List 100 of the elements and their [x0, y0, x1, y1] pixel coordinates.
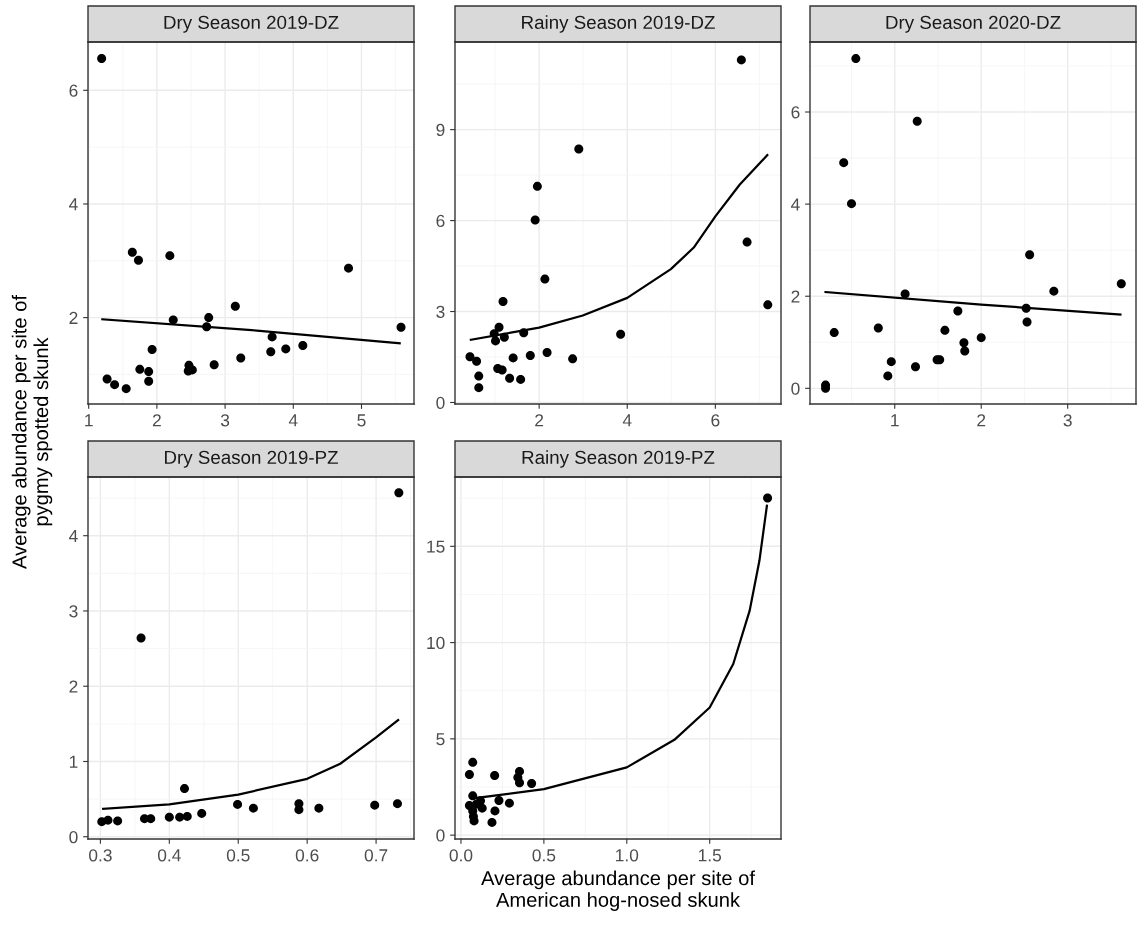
point — [204, 313, 214, 323]
point — [394, 488, 404, 498]
point — [165, 251, 175, 261]
point — [976, 333, 986, 343]
point — [498, 297, 508, 307]
y-tick-label: 6 — [436, 214, 445, 228]
point — [851, 54, 861, 64]
point — [396, 322, 406, 332]
x-tick-label: 1 — [891, 414, 899, 427]
x-tick-label: 6 — [711, 414, 720, 427]
point — [147, 344, 157, 354]
x-tick-label: 4 — [622, 414, 632, 427]
x-tick-label: 3 — [1063, 414, 1072, 427]
point — [103, 815, 113, 825]
point — [763, 493, 773, 503]
point — [1021, 303, 1031, 313]
chart-title: Dry Season 2020-DZ — [886, 15, 1061, 33]
chart-title: Dry Season 2019-PZ — [165, 450, 338, 468]
point — [490, 806, 500, 816]
point — [515, 778, 524, 788]
point — [474, 383, 484, 393]
point — [542, 347, 552, 357]
point — [525, 350, 535, 360]
y-tick-label: 5 — [436, 733, 445, 746]
point — [960, 346, 970, 356]
y-tick-label: 0 — [69, 830, 78, 844]
point — [527, 779, 537, 789]
point — [912, 116, 922, 126]
point — [370, 800, 380, 810]
x-tick-label: 1.5 — [698, 849, 722, 862]
x-tick-label: 0.7 — [364, 849, 388, 862]
point — [133, 255, 143, 265]
chart-title: Dry Season 2019-DZ — [164, 15, 339, 33]
point — [392, 799, 402, 809]
point — [487, 817, 497, 827]
x-tick-label: 2 — [152, 414, 161, 427]
x-tick-label: 3 — [220, 414, 230, 427]
y-tick-label: 9 — [436, 123, 445, 137]
y-tick-label: 2 — [791, 290, 800, 303]
point — [168, 315, 178, 325]
point — [508, 353, 518, 363]
point — [179, 784, 189, 794]
chart-title: Rainy Season 2019-DZ — [522, 15, 715, 33]
point — [900, 289, 910, 299]
point — [540, 274, 550, 284]
x-tick-label: 2 — [977, 414, 986, 427]
point — [146, 814, 156, 824]
point — [477, 803, 487, 813]
point — [113, 816, 123, 826]
point — [911, 362, 920, 372]
point — [182, 811, 192, 821]
point — [490, 770, 500, 780]
point — [164, 812, 174, 822]
point — [209, 360, 219, 370]
point — [197, 808, 207, 818]
point — [530, 215, 540, 225]
line-series — [102, 718, 400, 811]
point — [298, 340, 308, 350]
point — [1049, 286, 1059, 296]
point — [464, 769, 474, 779]
point — [953, 306, 963, 316]
y-tick-label: 2 — [69, 311, 78, 324]
point — [136, 633, 146, 643]
point — [468, 757, 478, 767]
point — [959, 338, 969, 348]
x-tick-label: 4 — [288, 414, 298, 427]
x-tick-label: 5 — [357, 414, 366, 427]
point — [886, 357, 896, 367]
point — [97, 53, 107, 63]
point — [474, 371, 484, 381]
point — [516, 374, 526, 384]
point — [472, 356, 482, 366]
y-tick-label: 0 — [791, 382, 800, 395]
x-tick-label: 1 — [85, 414, 93, 427]
line-series — [469, 153, 769, 341]
x-tick-label: 0.5 — [226, 849, 250, 862]
point — [499, 332, 509, 342]
point — [266, 347, 276, 357]
point — [202, 322, 212, 332]
point — [135, 364, 145, 374]
point — [763, 300, 773, 310]
point — [469, 816, 479, 826]
y-tick-label: 1 — [69, 755, 78, 768]
point — [873, 323, 883, 333]
point — [465, 352, 475, 362]
point — [110, 380, 120, 390]
x-tick-label: 1.0 — [616, 849, 639, 862]
y-tick-label: 4 — [791, 198, 800, 211]
point — [127, 247, 137, 257]
x-tick-label: 0.5 — [532, 849, 556, 862]
y-tick-label: 4 — [69, 198, 78, 211]
point — [267, 332, 277, 342]
point — [144, 376, 154, 386]
point — [519, 328, 529, 338]
point — [568, 354, 578, 364]
y-tick-label: 3 — [69, 605, 78, 618]
point — [233, 799, 243, 809]
point — [497, 365, 507, 375]
x-tick-label: 2 — [535, 414, 544, 427]
point — [294, 805, 304, 815]
